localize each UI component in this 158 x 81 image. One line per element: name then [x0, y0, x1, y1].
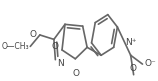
Text: O: O — [52, 42, 59, 51]
Text: N: N — [57, 59, 64, 68]
Text: O: O — [129, 64, 136, 73]
Text: O⁻: O⁻ — [145, 59, 156, 68]
Text: O: O — [73, 69, 79, 78]
Text: O: O — [29, 30, 36, 39]
Text: O—CH₃: O—CH₃ — [1, 42, 29, 51]
Text: N⁺: N⁺ — [125, 38, 136, 47]
